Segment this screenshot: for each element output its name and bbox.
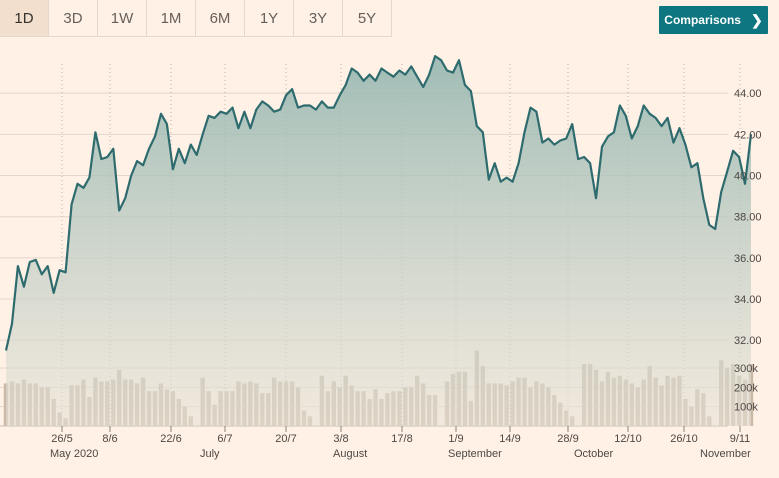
x-tick-label: 22/6 bbox=[160, 433, 181, 445]
price-tick-label: 44.00 bbox=[734, 88, 762, 100]
x-tick-label: 26/10 bbox=[670, 433, 698, 445]
x-tick-label: 26/5 bbox=[51, 433, 72, 445]
x-tick-label: 12/10 bbox=[614, 433, 642, 445]
x-tick-label: 14/9 bbox=[499, 433, 520, 445]
price-tick-label: 40.00 bbox=[734, 171, 762, 183]
month-label: October bbox=[574, 448, 613, 460]
price-tick-label: 36.00 bbox=[734, 253, 762, 265]
x-tick-label: 6/7 bbox=[217, 433, 232, 445]
tab-3y[interactable]: 3Y bbox=[294, 0, 343, 37]
x-tick-label: 17/8 bbox=[391, 433, 412, 445]
price-tick-label: 34.00 bbox=[734, 294, 762, 306]
range-tabs: 1D 3D 1W 1M 6M 1Y 3Y 5Y bbox=[0, 0, 392, 38]
x-tick-label: 1/9 bbox=[448, 433, 463, 445]
price-tick-label: 38.00 bbox=[734, 212, 762, 224]
volume-tick-label: 100k bbox=[734, 402, 758, 414]
tab-1y[interactable]: 1Y bbox=[245, 0, 294, 37]
volume-tick-label: 200k bbox=[734, 382, 758, 394]
volume-tick-label: 300k bbox=[734, 363, 758, 375]
month-label: July bbox=[200, 448, 220, 460]
x-tick-label: 3/8 bbox=[333, 433, 348, 445]
x-tick-label: 28/9 bbox=[557, 433, 578, 445]
x-tick-label: 8/6 bbox=[102, 433, 117, 445]
chevron-right-icon: ❯ bbox=[750, 11, 763, 28]
comparisons-label: Comparisons bbox=[664, 13, 741, 27]
price-line bbox=[4, 55, 753, 351]
comparisons-button[interactable]: Comparisons ❯ bbox=[659, 6, 768, 34]
x-tick-label: 20/7 bbox=[275, 433, 296, 445]
tab-3d[interactable]: 3D bbox=[49, 0, 98, 37]
price-area bbox=[6, 56, 751, 426]
month-label: May 2020 bbox=[50, 448, 98, 460]
x-tick-label: 9/11 bbox=[730, 433, 751, 445]
tab-1d[interactable]: 1D bbox=[0, 0, 49, 37]
price-tick-label: 42.00 bbox=[734, 129, 762, 141]
tab-1w[interactable]: 1W bbox=[98, 0, 147, 37]
tab-5y[interactable]: 5Y bbox=[343, 0, 392, 37]
tab-1m[interactable]: 1M bbox=[147, 0, 196, 37]
price-tick-label: 32.00 bbox=[734, 335, 762, 347]
month-label: November bbox=[700, 448, 751, 460]
tab-6m[interactable]: 6M bbox=[196, 0, 245, 37]
month-label: August bbox=[333, 448, 367, 460]
month-label: September bbox=[448, 448, 502, 460]
